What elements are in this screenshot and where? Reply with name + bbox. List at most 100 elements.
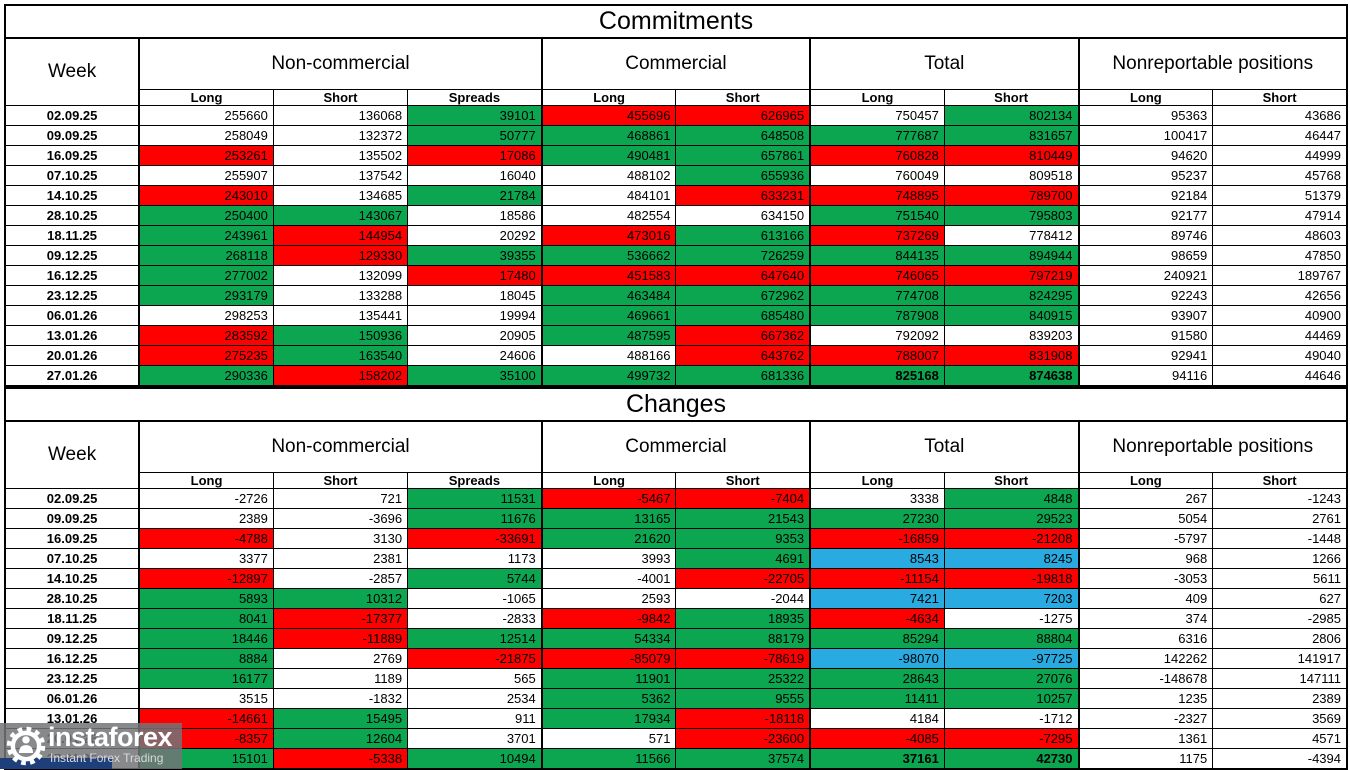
cot-report-sheet: Commitments Week Non-commercial Commercial T… [4, 4, 1348, 770]
value-cell: -16859 [809, 528, 945, 549]
value-cell: 844135 [809, 245, 945, 266]
value-cell: 634150 [675, 205, 811, 226]
value-cell: 132372 [272, 125, 409, 146]
sub-header: Long [540, 472, 677, 489]
week-cell: 16.09.25 [4, 528, 140, 549]
value-cell: 685480 [675, 305, 811, 326]
sub-header: Short [272, 89, 409, 106]
value-cell: 3569 [1212, 708, 1348, 729]
value-cell: 141917 [1212, 648, 1348, 669]
value-cell: 737269 [809, 225, 945, 246]
value-cell: 667362 [675, 325, 811, 346]
value-cell: 255907 [138, 165, 274, 186]
value-cell: 894944 [943, 245, 1080, 266]
value-cell: -2044 [675, 588, 811, 609]
value-cell: 275235 [138, 345, 274, 366]
value-cell: 243010 [138, 185, 274, 206]
week-cell: 20.01.26 [4, 345, 140, 366]
value-cell: -23600 [675, 728, 811, 749]
week-cell: 16.09.25 [4, 145, 140, 166]
value-cell: 50777 [407, 125, 543, 146]
value-cell: 298253 [138, 305, 274, 326]
value-cell: 48603 [1212, 225, 1348, 246]
instaforex-gear-icon [6, 726, 46, 766]
value-cell: 19994 [407, 305, 543, 326]
value-cell: 633231 [675, 185, 811, 206]
value-cell: 5054 [1077, 508, 1214, 529]
value-cell: 825168 [809, 365, 945, 387]
value-cell: 39355 [407, 245, 543, 266]
value-cell: 18446 [138, 628, 274, 649]
watermark-blue-bar [0, 758, 112, 769]
value-cell: 253261 [138, 145, 274, 166]
value-cell: 45768 [1212, 165, 1348, 186]
value-cell: 463484 [540, 285, 677, 306]
value-cell: 49040 [1212, 345, 1348, 366]
value-cell: 12604 [272, 728, 409, 749]
value-cell: 142262 [1077, 648, 1214, 669]
value-cell: 831657 [943, 125, 1080, 146]
value-cell: 1175 [1077, 748, 1214, 770]
value-cell: 17086 [407, 145, 543, 166]
value-cell: 4848 [943, 488, 1080, 509]
sub-header: Long [1077, 472, 1214, 489]
value-cell: 258049 [138, 125, 274, 146]
value-cell: -12897 [138, 568, 274, 589]
week-cell: 23.12.25 [4, 668, 140, 689]
table-row: 09.09.25 258049 132372 50777 468861 648508 777… [4, 125, 1348, 146]
value-cell: 133288 [272, 285, 409, 306]
value-cell: 750457 [809, 105, 945, 126]
value-cell: 1173 [407, 548, 543, 569]
week-cell: 02.09.25 [4, 488, 140, 509]
value-cell: -1065 [407, 588, 543, 609]
value-cell: 243961 [138, 225, 274, 246]
value-cell: 240921 [1077, 265, 1214, 286]
sub-header: Long [540, 89, 677, 106]
week-cell: 09.12.25 [4, 245, 140, 266]
sub-header: Short [1212, 89, 1348, 106]
value-cell: 11566 [540, 748, 677, 770]
table-row: 28.10.25 5893 10312 -1065 2593 -2044 7421 7203 4… [4, 588, 1348, 609]
value-cell: 802134 [943, 105, 1080, 126]
value-cell: 788007 [809, 345, 945, 366]
value-cell: 490481 [540, 145, 677, 166]
value-cell: 797219 [943, 265, 1080, 286]
week-cell: 28.10.25 [4, 588, 140, 609]
value-cell: 648508 [675, 125, 811, 146]
value-cell: 9555 [675, 688, 811, 709]
instaforex-watermark: instaforex Instant Forex Trading [0, 723, 182, 769]
value-cell: 89746 [1077, 225, 1214, 246]
value-cell: 44646 [1212, 365, 1348, 387]
value-cell: 91580 [1077, 325, 1214, 346]
sub-header: Short [943, 89, 1080, 106]
value-cell: 726259 [675, 245, 811, 266]
value-cell: 643762 [675, 345, 811, 366]
value-cell: 10312 [272, 588, 409, 609]
value-cell: -19818 [943, 568, 1080, 589]
table-title: Changes [4, 387, 1348, 422]
value-cell: -3696 [272, 508, 409, 529]
value-cell: 47914 [1212, 205, 1348, 226]
value-cell: -2833 [407, 608, 543, 629]
value-cell: -5797 [1077, 528, 1214, 549]
value-cell: -1243 [1212, 488, 1348, 509]
value-cell: 1189 [272, 668, 409, 689]
value-cell: 571 [540, 728, 677, 749]
table-row: 09.12.25 268118 129330 39355 536662 726259 844… [4, 245, 1348, 266]
sub-header: Short [1212, 472, 1348, 489]
value-cell: 42730 [943, 748, 1080, 770]
value-cell: 11411 [809, 688, 945, 709]
table-row: 02.09.25 -2726 721 11531 -5467 -7404 3338 4848 2… [4, 488, 1348, 509]
week-cell: 23.12.25 [4, 285, 140, 306]
value-cell: 2761 [1212, 508, 1348, 529]
value-cell: 840915 [943, 305, 1080, 326]
value-cell: -17377 [272, 608, 409, 629]
value-cell: 2534 [407, 688, 543, 709]
value-cell: 792092 [809, 325, 945, 346]
value-cell: -9842 [540, 608, 677, 629]
value-cell: 409 [1077, 588, 1214, 609]
value-cell: 7421 [809, 588, 945, 609]
value-cell: 134685 [272, 185, 409, 206]
week-cell: 28.10.25 [4, 205, 140, 226]
value-cell: 647640 [675, 265, 811, 286]
